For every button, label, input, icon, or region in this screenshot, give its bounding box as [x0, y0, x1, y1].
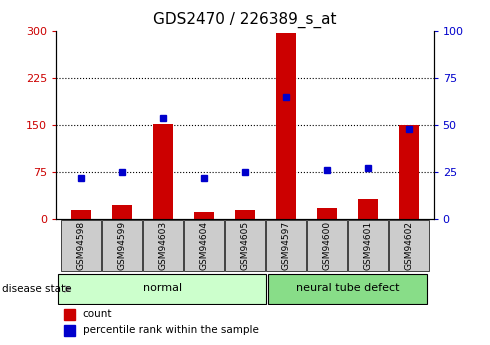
Title: GDS2470 / 226389_s_at: GDS2470 / 226389_s_at	[153, 12, 337, 28]
Bar	[276, 33, 296, 219]
Bar	[61, 220, 100, 272]
Bar	[153, 124, 173, 219]
Bar	[268, 274, 427, 304]
Text: GSM94602: GSM94602	[405, 221, 414, 270]
Text: GSM94597: GSM94597	[282, 221, 291, 270]
Text: percentile rank within the sample: percentile rank within the sample	[83, 325, 259, 335]
Bar	[112, 205, 132, 219]
Bar	[64, 325, 75, 336]
Text: disease state: disease state	[2, 284, 72, 294]
Bar	[358, 199, 378, 219]
Bar	[194, 211, 214, 219]
Bar	[225, 220, 265, 272]
Text: GSM94600: GSM94600	[322, 221, 332, 270]
Text: neural tube defect: neural tube defect	[296, 283, 399, 293]
Bar	[58, 274, 266, 304]
Text: GSM94605: GSM94605	[241, 221, 249, 270]
Bar	[235, 210, 255, 219]
Text: GSM94603: GSM94603	[158, 221, 168, 270]
Bar	[307, 220, 347, 272]
Text: normal: normal	[144, 283, 183, 293]
Bar	[267, 220, 306, 272]
Bar	[390, 220, 429, 272]
Bar	[317, 208, 337, 219]
Text: GSM94604: GSM94604	[199, 221, 208, 270]
Bar	[64, 309, 75, 320]
Bar	[399, 125, 419, 219]
Text: GSM94601: GSM94601	[364, 221, 372, 270]
Text: count: count	[83, 309, 112, 319]
Bar	[71, 210, 91, 219]
Bar	[348, 220, 388, 272]
Text: GSM94599: GSM94599	[118, 221, 126, 270]
Bar	[184, 220, 223, 272]
Text: GSM94598: GSM94598	[76, 221, 85, 270]
Bar	[143, 220, 183, 272]
Bar	[102, 220, 142, 272]
